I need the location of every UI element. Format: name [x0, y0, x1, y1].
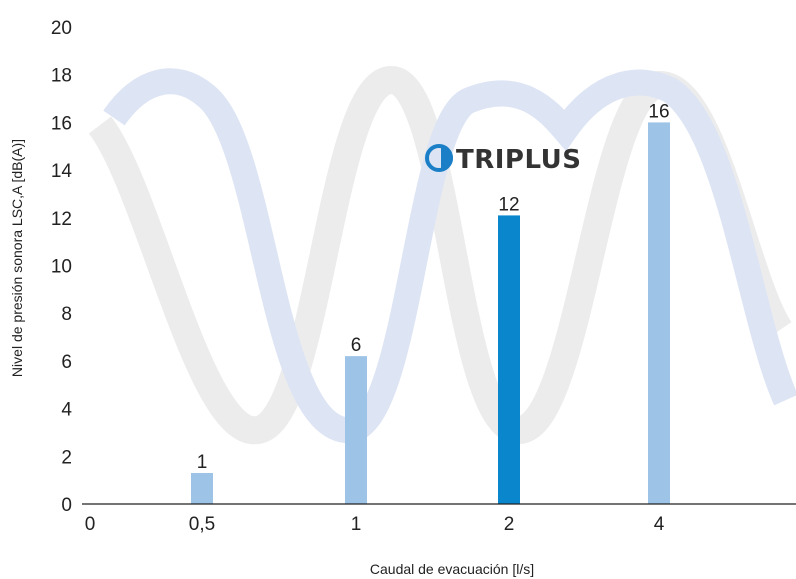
y-tick-label: 12 [51, 209, 72, 230]
y-tick-label: 6 [61, 352, 72, 373]
bar [648, 122, 670, 505]
data-label: 16 [648, 101, 669, 122]
bar [345, 356, 367, 504]
x-axis-title: Caudal de evacuación [l/s] [370, 561, 534, 577]
x-tick-label: 0 [85, 514, 96, 535]
y-tick-label: 18 [51, 66, 72, 87]
y-tick-label: 14 [51, 161, 73, 182]
x-tick-label: 1 [351, 514, 362, 535]
data-label: 12 [498, 194, 519, 215]
y-tick-label: 4 [61, 400, 72, 421]
y-tick-label: 10 [51, 257, 72, 278]
triplus-logo-icon [425, 144, 453, 172]
wave-blue [103, 68, 796, 443]
triplus-logo: TRIPLUS [425, 144, 581, 175]
x-tick-label: 2 [504, 514, 515, 535]
y-tick-label: 0 [61, 495, 72, 516]
x-tick-label: 0,5 [189, 514, 215, 535]
y-tick-label: 8 [61, 304, 72, 325]
y-tick-label: 2 [61, 447, 72, 468]
bar [191, 472, 213, 504]
background-waves [88, 66, 796, 445]
x-axis-ticks: 0 0,5 1 2 4 [85, 514, 665, 535]
y-axis-ticks: 0 2 4 6 8 10 12 14 16 18 20 [51, 18, 73, 516]
bars [191, 122, 670, 505]
logo-text: TRIPLUS [456, 145, 581, 175]
x-tick-label: 4 [654, 514, 665, 535]
data-label: 1 [197, 452, 208, 473]
y-tick-label: 20 [51, 18, 72, 39]
data-label: 6 [351, 335, 362, 356]
y-axis-title: Nivel de presión sonora LSC,A [dB(A)] [9, 139, 25, 377]
bar [498, 215, 520, 505]
y-tick-label: 16 [51, 113, 72, 134]
